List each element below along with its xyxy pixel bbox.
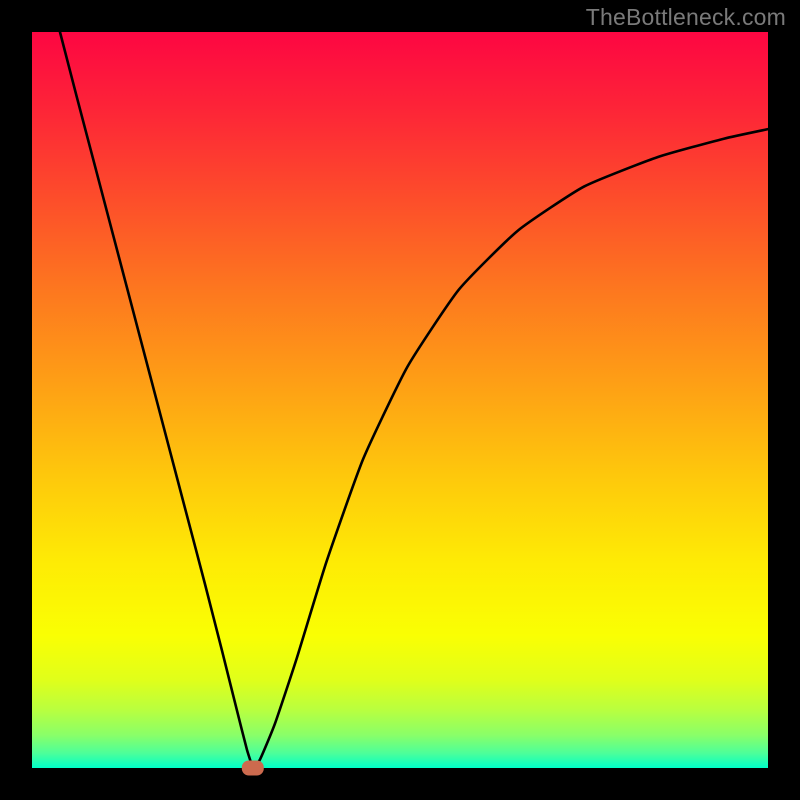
- minimum-marker: [242, 761, 264, 776]
- watermark-text: TheBottleneck.com: [586, 4, 786, 31]
- plot-gradient-background: [32, 32, 768, 768]
- bottleneck-chart: [0, 0, 800, 800]
- chart-container: { "layout": { "canvas_width": 800, "canv…: [0, 0, 800, 800]
